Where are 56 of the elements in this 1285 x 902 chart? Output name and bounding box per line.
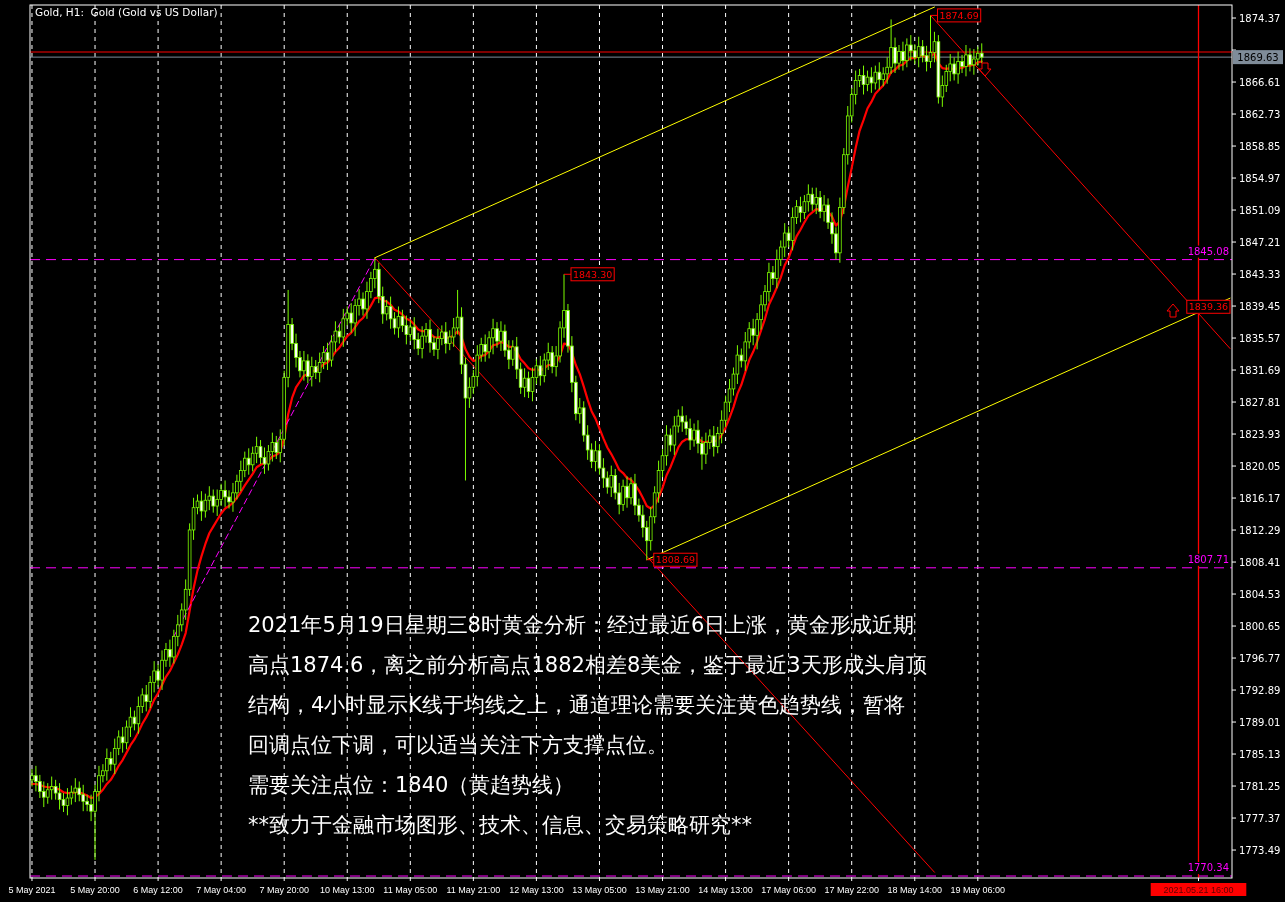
y-tick-label: 1820.05 (1239, 460, 1281, 472)
y-tick-label: 1851.09 (1239, 204, 1281, 216)
y-tick-label: 1847.21 (1239, 236, 1281, 248)
x-tick-label: 7 May 04:00 (196, 885, 246, 895)
ref-line-label: 1845.08 (1187, 245, 1229, 257)
y-tick-label: 1800.65 (1239, 620, 1281, 632)
x-tick-label: 10 May 13:00 (319, 885, 375, 895)
x-tick-label: 2021.05.21 16:00 (1163, 885, 1234, 895)
y-tick-label: 1816.17 (1239, 492, 1281, 504)
y-tick-label: 1827.81 (1239, 396, 1281, 408)
x-tick-label: 19 May 06:00 (950, 885, 1006, 895)
x-tick-label: 17 May 22:00 (824, 885, 879, 895)
y-tick-label: 1777.37 (1239, 812, 1281, 824)
x-tick-label: 14 May 13:00 (698, 885, 753, 895)
annotation: **致力于金融市场图形、技术、信息、交易策略研究** (248, 813, 752, 837)
x-tick-label: 6 May 12:00 (133, 885, 183, 895)
annotation: 1808.69 (655, 554, 696, 566)
y-tick-label: 1781.25 (1239, 780, 1281, 792)
x-tick-label: 17 May 06:00 (761, 885, 816, 895)
y-tick-label: 1796.77 (1239, 652, 1281, 664)
y-tick-label: 1866.61 (1239, 76, 1281, 88)
y-tick-label: 1804.53 (1239, 588, 1281, 600)
annotation: 1843.30 (572, 268, 613, 280)
x-tick-label: 5 May 20:00 (70, 885, 120, 895)
y-tick-label: 1843.33 (1239, 268, 1281, 280)
ref-line-label: 1770.34 (1187, 862, 1229, 874)
y-tick-label: 1858.85 (1239, 140, 1281, 152)
y-tick-label: 1874.37 (1239, 12, 1281, 24)
y-tick-label: 1773.49 (1239, 844, 1281, 856)
x-tick-label: 11 May 21:00 (446, 885, 501, 895)
x-tick-label: 13 May 05:00 (572, 885, 627, 895)
annotation: 高点1874.6，离之前分析高点1882相差8美金，鉴于最近3天形成头肩顶 (248, 653, 927, 677)
ref-line-label: 1869.63 (1237, 51, 1279, 63)
chart-title: Gold, H1: Gold (Gold vs US Dollar) (35, 6, 218, 18)
y-tick-label: 1839.45 (1239, 300, 1281, 312)
y-tick-label: 1823.93 (1239, 428, 1281, 440)
annotation: 需要关注点位：1840（黄趋势线） (248, 773, 575, 797)
y-tick-label: 1862.73 (1239, 108, 1281, 120)
x-tick-label: 18 May 14:00 (887, 885, 943, 895)
x-tick-label: 11 May 05:00 (383, 885, 438, 895)
y-tick-label: 1812.29 (1239, 524, 1281, 536)
ref-line-label: 1807.71 (1187, 553, 1229, 565)
y-tick-label: 1785.13 (1239, 748, 1281, 760)
y-tick-label: 1789.01 (1239, 716, 1281, 728)
y-tick-label: 1831.69 (1239, 364, 1281, 376)
annotation: 回调点位下调，可以适当关注下方支撑点位。 (248, 733, 668, 757)
x-tick-label: 7 May 20:00 (259, 885, 309, 895)
x-tick-label: 12 May 13:00 (509, 885, 564, 895)
annotation: 1874.69 (939, 9, 979, 21)
y-tick-label: 1808.41 (1239, 556, 1281, 568)
y-tick-label: 1854.97 (1239, 172, 1281, 184)
x-tick-label: 5 May 2021 (8, 885, 56, 895)
annotation: 1839.36 (1188, 301, 1229, 313)
y-tick-label: 1792.89 (1239, 684, 1281, 696)
y-tick-label: 1835.57 (1239, 332, 1281, 344)
x-tick-label: 13 May 21:00 (635, 885, 690, 895)
